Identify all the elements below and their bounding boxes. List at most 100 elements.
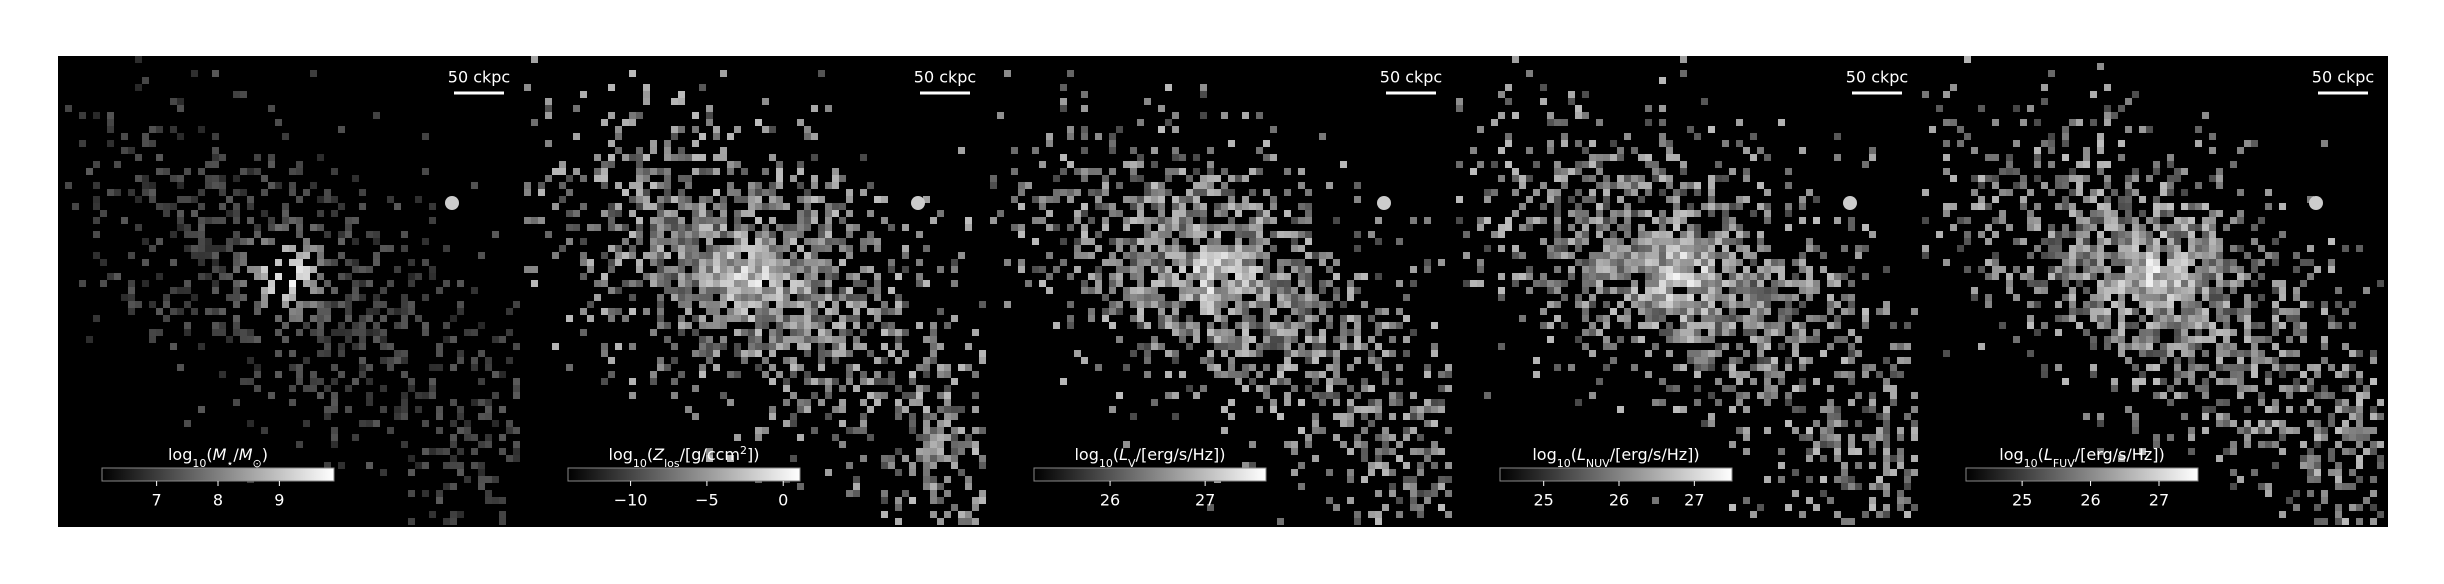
pixel [2013,140,2020,147]
pixel [2272,420,2279,427]
pixel [916,448,923,455]
pixel [1277,329,1284,336]
pixel [2188,322,2195,329]
pixel [506,357,513,364]
pixel [804,238,811,245]
pixel [1081,133,1088,140]
pixel [734,371,741,378]
pixel [1298,294,1305,301]
pixel [776,371,783,378]
pixel [2027,315,2034,322]
pixel [1554,252,1561,259]
pixel [422,329,429,336]
pixel [198,203,205,210]
pixel [860,455,867,462]
pixel [1263,189,1270,196]
pixel [1736,357,1743,364]
pixel [874,392,881,399]
pixel [699,294,706,301]
pixel [401,392,408,399]
pixel [2076,308,2083,315]
pixel [1806,476,1813,483]
pixel [1771,357,1778,364]
pixel [1200,203,1207,210]
pixel [797,224,804,231]
pixel [1715,315,1722,322]
pixel [1186,196,1193,203]
pixel [149,301,156,308]
pixel [289,315,296,322]
pixel [1834,413,1841,420]
pixel [1445,371,1452,378]
pixel [706,217,713,224]
pixel [657,294,664,301]
pixel [2258,217,2265,224]
pixel [170,231,177,238]
pixel [783,420,790,427]
pixel [93,217,100,224]
pixel [720,259,727,266]
pixel [2237,210,2244,217]
pixel [1929,126,1936,133]
pixel [811,154,818,161]
pixel [1368,336,1375,343]
pixel [2195,329,2202,336]
pixel [2160,315,2167,322]
pixel [1151,301,1158,308]
pixel [2125,189,2132,196]
pixel [944,392,951,399]
pixel [212,161,219,168]
pixel [1137,217,1144,224]
pixel [2076,210,2083,217]
pixel [692,273,699,280]
pixel [2370,413,2377,420]
pixel [664,140,671,147]
pixel [1305,350,1312,357]
pixel [1589,294,1596,301]
pixel [1193,154,1200,161]
pixel [1242,308,1249,315]
pixel [1708,175,1715,182]
pixel [492,420,499,427]
pixel [1778,315,1785,322]
pixel [1305,203,1312,210]
pixel [2048,147,2055,154]
pixel [107,126,114,133]
pixel [1137,308,1144,315]
pixel [1652,287,1659,294]
pixel [2118,301,2125,308]
pixel [762,203,769,210]
pixel [1249,217,1256,224]
pixel [401,294,408,301]
pixel [261,210,268,217]
pixel [1673,280,1680,287]
pixel [1463,280,1470,287]
pixel [790,266,797,273]
pixel [608,315,615,322]
pixel [1186,210,1193,217]
pixel [1652,168,1659,175]
pixel [1060,84,1067,91]
pixel [1708,336,1715,343]
pixel [1214,343,1221,350]
pixel [997,112,1004,119]
pixel [352,378,359,385]
label-part: 10 [2024,457,2038,470]
pixel [1575,203,1582,210]
pixel [2265,420,2272,427]
pixel [2153,392,2160,399]
pixel [2307,378,2314,385]
pixel [149,245,156,252]
pixel [1333,287,1340,294]
pixel [769,350,776,357]
pixel [2251,238,2258,245]
pixel [552,168,559,175]
pixel [1834,273,1841,280]
pixel [1813,378,1820,385]
pixel [769,238,776,245]
pixel [769,308,776,315]
pixel [1109,203,1116,210]
pixel [622,238,629,245]
pixel [1799,287,1806,294]
pixel [1673,217,1680,224]
